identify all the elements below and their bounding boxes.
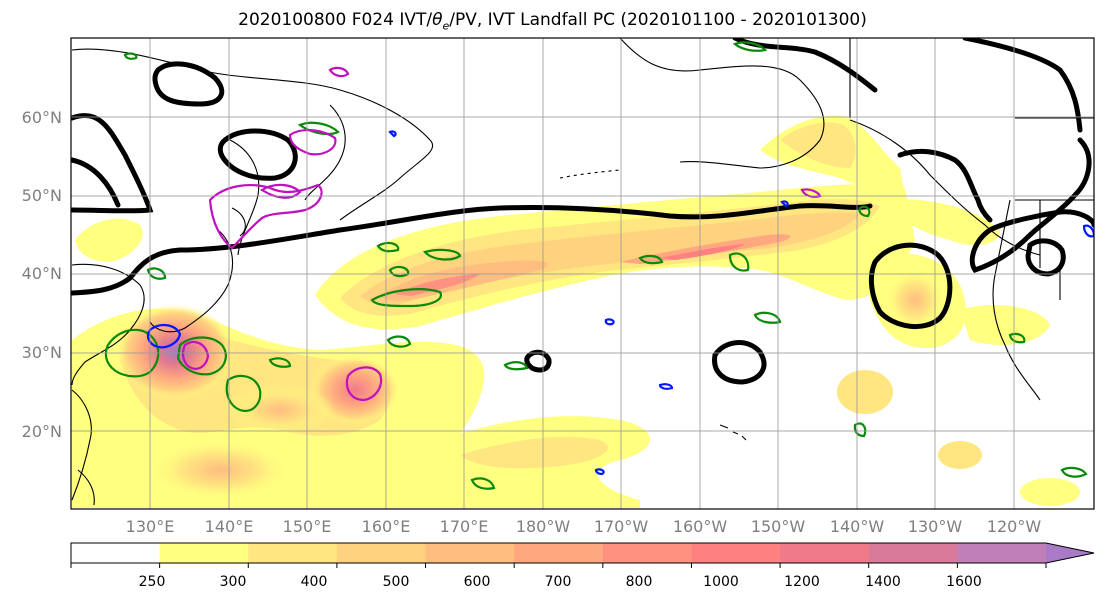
lon-label-120w: 120°W — [987, 517, 1042, 536]
title-theta-subscript: e — [442, 19, 450, 33]
map-title: 2020100800 F024 IVT/θe/PV, IVT Landfall … — [0, 10, 1105, 32]
lat-label-20n: 20°N — [22, 422, 62, 441]
colorbar-swatches — [71, 543, 1047, 563]
lat-label-40n: 40°N — [22, 264, 62, 283]
title-suffix: /PV, IVT Landfall PC (2020101100 - 20201… — [449, 10, 867, 30]
graticule — [71, 38, 1094, 509]
title-theta: θ — [432, 10, 443, 30]
colorbar-swatch — [425, 543, 515, 563]
colorbar-swatch — [71, 543, 161, 563]
colorbar-swatch — [780, 543, 870, 563]
lon-label-170e: 170°E — [440, 517, 489, 536]
lon-label-140w: 140°W — [830, 517, 885, 536]
colorbar-swatch — [602, 543, 692, 563]
colorbar-outline — [70, 542, 1095, 564]
colorbar: 250 300 400 500 600 700 800 1000 1200 14… — [70, 542, 1095, 590]
colorbar-swatch — [957, 543, 1047, 563]
lat-label-60n: 60°N — [22, 108, 62, 127]
lat-label-30n: 30°N — [22, 343, 62, 362]
pv-blue-contours — [146, 130, 1094, 476]
lon-label-170w: 170°W — [594, 517, 649, 536]
colorbar-swatch — [159, 543, 249, 563]
map-layers — [71, 38, 1094, 509]
cb-label-1200: 1200 — [784, 574, 820, 590]
cb-label-700: 700 — [545, 574, 572, 590]
cb-label-400: 400 — [301, 574, 328, 590]
colorbar-swatch — [514, 543, 604, 563]
lon-label-130e: 130°E — [126, 517, 175, 536]
lon-label-150e: 150°E — [283, 517, 332, 536]
colorbar-swatch — [691, 543, 781, 563]
cb-label-1000: 1000 — [703, 574, 739, 590]
thetae-contours — [71, 38, 1094, 385]
title-prefix: 2020100800 F024 IVT/ — [238, 10, 433, 30]
lon-label-130w: 130°W — [908, 517, 963, 536]
cb-label-800: 800 — [626, 574, 653, 590]
colorbar-swatch — [248, 543, 338, 563]
cb-label-1400: 1400 — [865, 574, 901, 590]
cb-label-1600: 1600 — [946, 574, 982, 590]
cb-label-600: 600 — [464, 574, 491, 590]
lon-label-180w: 180°W — [516, 517, 571, 536]
colorbar-ticks — [70, 563, 1047, 568]
colorbar-extend-arrow — [1046, 543, 1094, 563]
lat-label-50n: 50°N — [22, 186, 62, 205]
latitude-axis: 60°N 50°N 40°N 30°N 20°N — [22, 108, 62, 441]
colorbar-swatch — [868, 543, 958, 563]
cb-label-300: 300 — [220, 574, 247, 590]
lon-label-150w: 150°W — [751, 517, 806, 536]
lon-label-140e: 140°E — [205, 517, 254, 536]
colorbar-tick-labels: 250 300 400 500 600 700 800 1000 1200 14… — [139, 574, 982, 590]
lon-label-160e: 160°E — [362, 517, 411, 536]
lon-label-160w: 160°W — [673, 517, 728, 536]
cb-label-500: 500 — [383, 574, 410, 590]
longitude-axis: 130°E 140°E 150°E 160°E 170°E 180°W 170°… — [126, 517, 1042, 536]
colorbar-swatch — [336, 543, 427, 563]
map-frame — [70, 37, 1095, 510]
cb-label-250: 250 — [139, 574, 166, 590]
